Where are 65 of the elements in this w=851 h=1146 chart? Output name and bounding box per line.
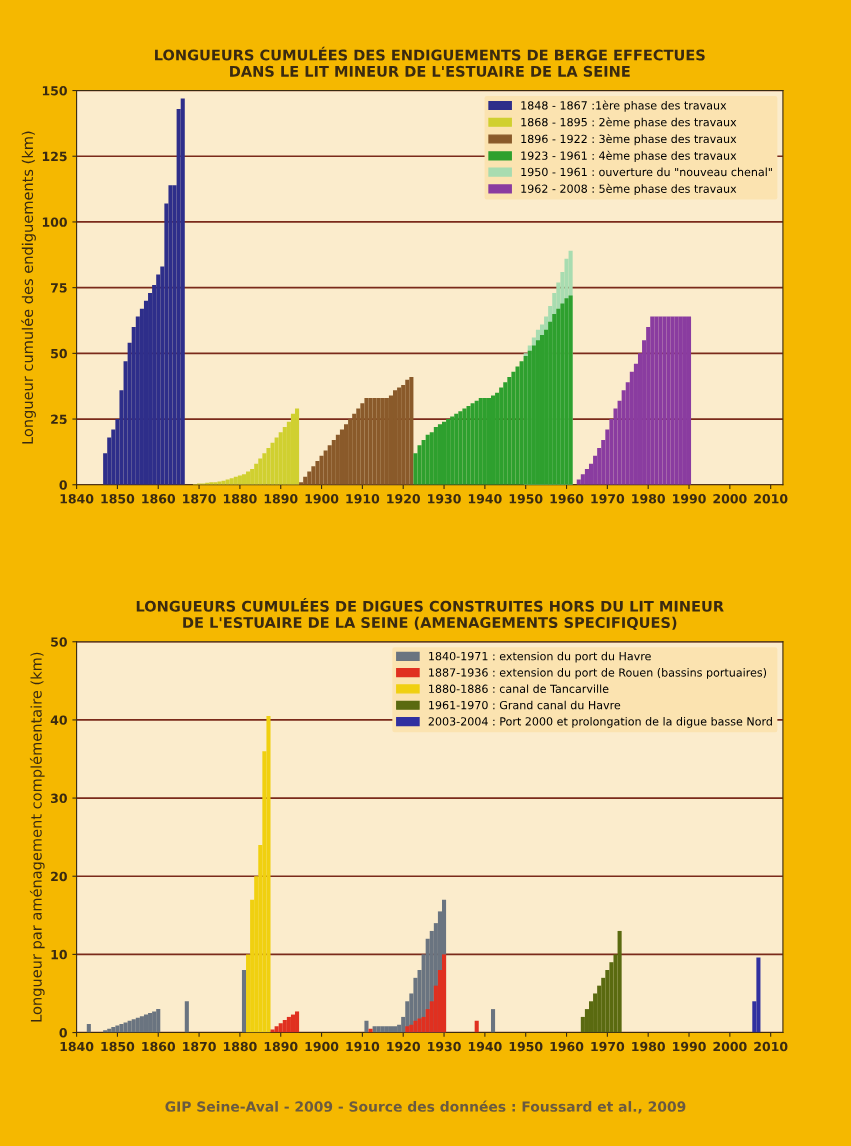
legend-label: 1950 - 1961 : ouverture du "nouveau chenal" <box>521 167 772 177</box>
legend-label: 2003-2004 : Port 2000 et prolongation de la digue basse Nord <box>428 717 772 728</box>
x-tick-label: 2010 <box>754 494 788 504</box>
y-tick-label: 100 <box>42 217 67 227</box>
y-tick-label: 25 <box>51 414 67 424</box>
text: GIP Seine-Aval - 2009 - Source des données : Foussard et al., 2009 <box>165 1100 686 1114</box>
x-tick-label: 1940 <box>468 1041 502 1052</box>
x-tick-label: 1910 <box>346 1041 380 1052</box>
legend-label: 1962 - 2008 : 5ème phase des travaux <box>521 183 737 196</box>
x-tick-label: 1940 <box>468 494 502 504</box>
x-tick-label: 1860 <box>142 494 176 504</box>
y-axis-title: Longueur cumulée des endiguements (km) <box>21 131 36 444</box>
y-tick-label: 30 <box>51 793 67 803</box>
y-tick-label: 50 <box>51 637 67 647</box>
x-tick-label: 1840 <box>60 494 94 504</box>
legend-label: 1868 - 1895 : 2ème phase des travaux <box>521 117 737 129</box>
x-tick-label: 1860 <box>142 1041 176 1052</box>
x-tick-label: 1880 <box>223 494 257 504</box>
x-tick-label: 1900 <box>305 494 339 504</box>
y-tick-label: 0 <box>59 480 67 490</box>
y-tick-label: 75 <box>51 283 67 293</box>
x-tick-label: 1950 <box>509 494 543 504</box>
x-tick-label: 1850 <box>101 1041 135 1052</box>
x-tick-label: 1970 <box>591 494 625 504</box>
x-tick-label: 1870 <box>183 494 216 504</box>
y-tick-label: 125 <box>42 151 67 162</box>
y-axis-title: Longueur par aménagement complémentaire (km) <box>29 652 45 1022</box>
x-tick-label: 2010 <box>754 1041 788 1052</box>
legend-label: 1880-1886 : canal de Tancarville <box>429 684 609 693</box>
y-tick-label: 20 <box>51 871 67 882</box>
x-tick-label: 1960 <box>550 494 584 504</box>
x-tick-label: 1850 <box>101 494 135 504</box>
x-tick-label: 1890 <box>264 494 298 504</box>
chart-title: LONGUEURS CUMULÉES DES ENDIGUEMENTS DE BERGE EFFECTUES DANS LE LIT MINEUR DE L'ESTUAIRE DE LA SEINE <box>155 46 705 77</box>
x-tick-label: 1930 <box>428 1041 461 1052</box>
legend-label: 1961-1970 : Grand canal du Havre <box>429 700 621 710</box>
x-tick-label: 2000 <box>713 1041 747 1052</box>
y-tick-label: 10 <box>51 949 67 960</box>
y-tick-label: 40 <box>50 715 67 725</box>
x-tick-label: 1870 <box>183 1041 216 1052</box>
y-tick-label: 150 <box>42 86 67 96</box>
x-tick-label: 1920 <box>387 1041 421 1052</box>
x-tick-label: 1960 <box>550 1041 584 1052</box>
x-tick-label: 1980 <box>632 494 665 504</box>
legend-label: 1848 - 1867 :1ère phase des travaux <box>521 100 727 112</box>
y-tick-label: 0 <box>59 1028 67 1038</box>
legend-label: 1923 - 1961 : 4ème phase des travaux <box>521 150 737 162</box>
x-tick-label: 1890 <box>264 1041 298 1052</box>
y-tick-label: 50 <box>51 348 67 359</box>
x-tick-label: 1990 <box>673 494 706 504</box>
x-tick-label: 1920 <box>387 494 421 504</box>
x-tick-label: 1900 <box>305 1041 339 1052</box>
x-tick-label: 1980 <box>632 1041 665 1052</box>
x-tick-label: 1970 <box>591 1041 625 1052</box>
x-tick-label: 2000 <box>713 494 747 504</box>
legend-label: 1896 - 1922 : 3ème phase des travaux <box>521 134 737 146</box>
chart-title: LONGUEURS CUMULÉES DE DIGUES CONSTRUITES HORS DU LIT MINEUR DE L'ESTUAIRE DE LA SEINE (AMENAGEMENTS SPECIFIQUES) <box>136 598 724 630</box>
x-tick-label: 1910 <box>346 494 380 504</box>
legend-label: 1887-1936 : extension du port de Rouen (bassins portuaires) <box>429 668 767 679</box>
x-tick-label: 1840 <box>60 1041 94 1052</box>
x-tick-label: 1990 <box>673 1041 706 1052</box>
x-tick-label: 1880 <box>223 1041 257 1052</box>
x-tick-label: 1930 <box>428 494 461 504</box>
x-tick-label: 1950 <box>509 1041 543 1052</box>
legend-label: 1840-1971 : extension du port du Havre <box>429 651 651 663</box>
